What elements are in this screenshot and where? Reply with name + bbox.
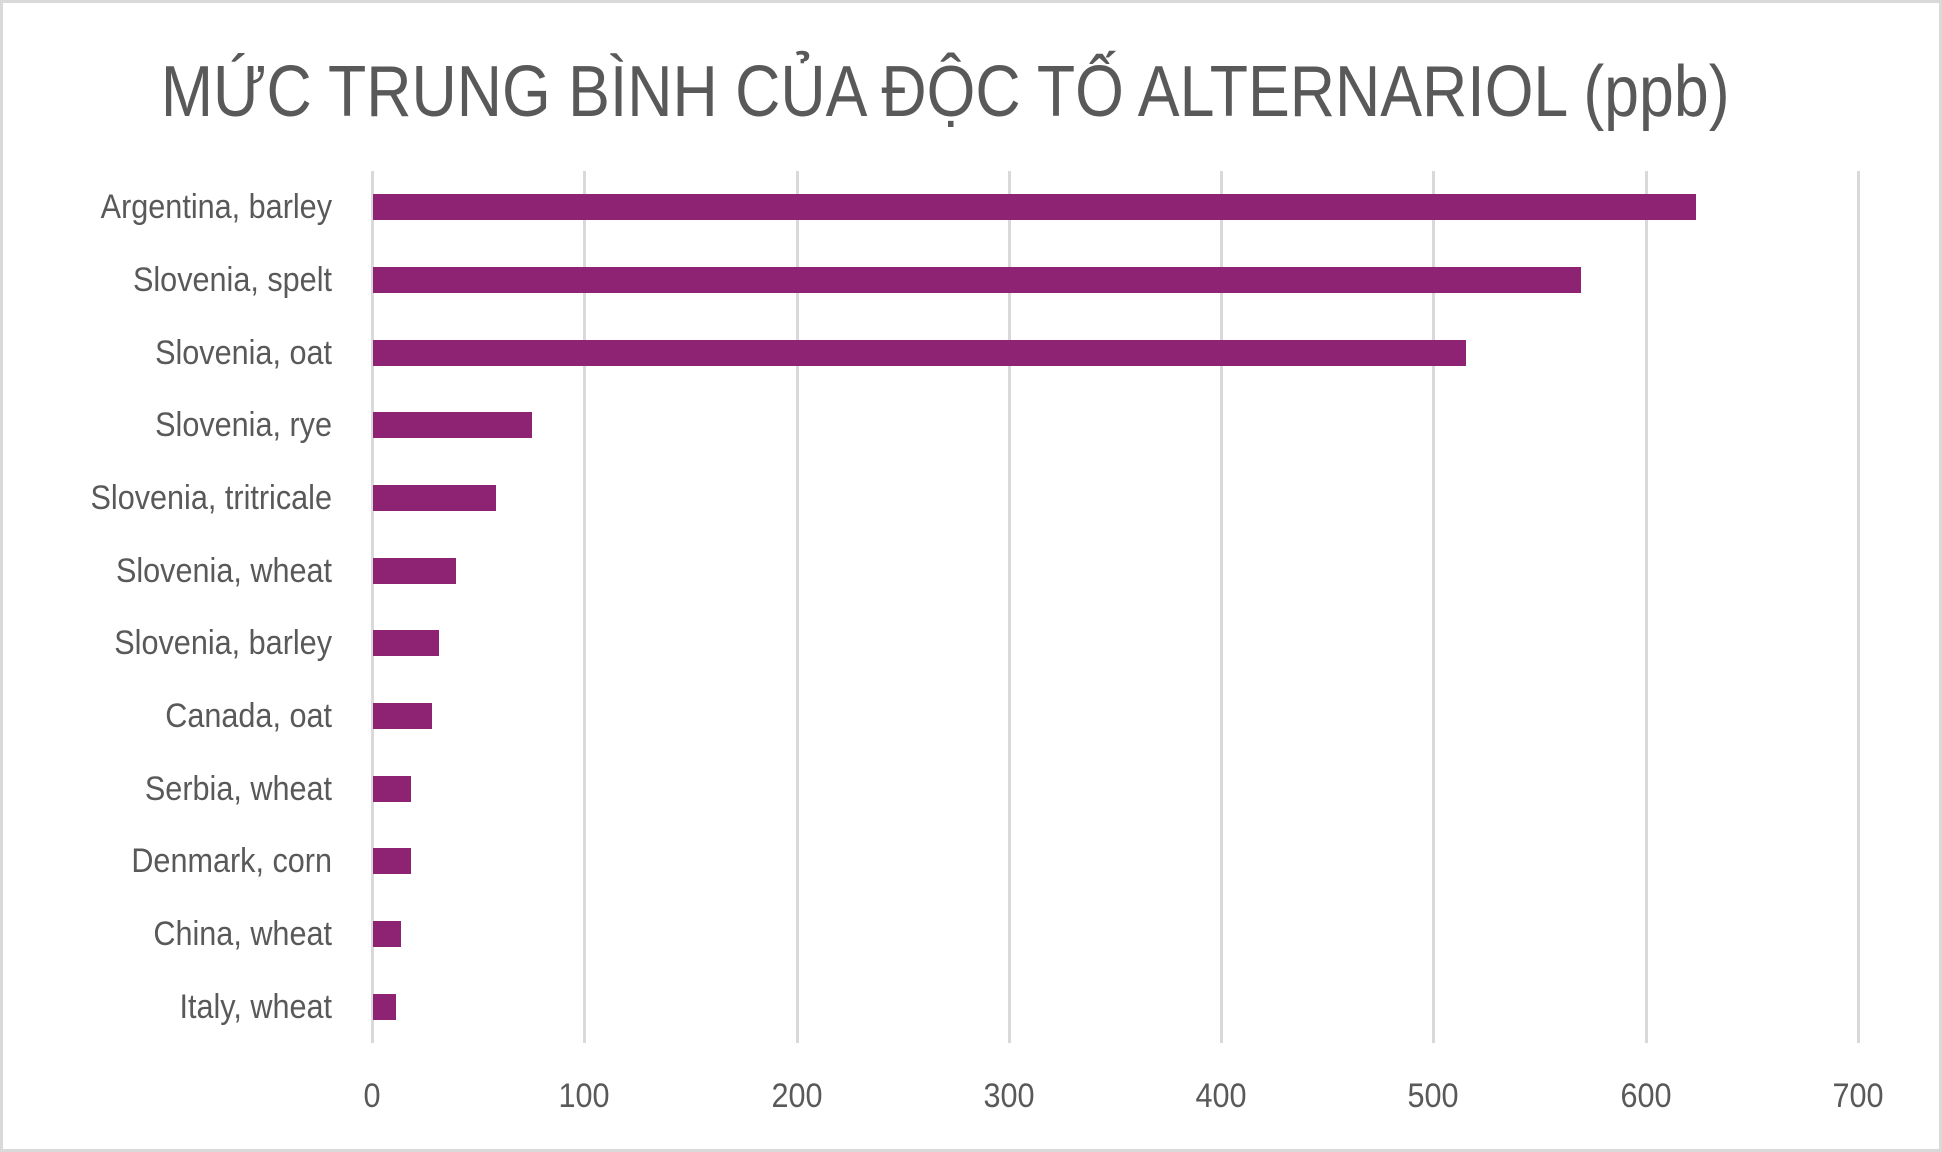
- x-tick-label: 100: [558, 1077, 610, 1115]
- bar: [373, 267, 1581, 293]
- x-tick-label: 200: [771, 1077, 823, 1115]
- bar: [373, 775, 412, 802]
- category-label: Canada, oat: [165, 697, 332, 735]
- bar: [373, 703, 433, 729]
- plot-area: [371, 171, 1860, 1043]
- gridline: [371, 171, 374, 1043]
- category-label: China, wheat: [153, 915, 332, 953]
- gridline: [795, 171, 799, 1043]
- x-tick-label: 700: [1832, 1077, 1884, 1115]
- category-label: Serbia, wheat: [144, 769, 332, 808]
- x-tick-label: 0: [363, 1077, 381, 1115]
- category-label: Slovenia, oat: [155, 333, 332, 372]
- category-label: Slovenia, barley: [114, 624, 332, 663]
- bar: [373, 921, 401, 947]
- bar: [373, 485, 497, 511]
- gridline: [583, 171, 587, 1043]
- category-label: Slovenia, wheat: [115, 551, 332, 590]
- category-label: Slovenia, tritricale: [90, 479, 332, 517]
- x-tick-label: 400: [1195, 1077, 1247, 1115]
- gridline: [1432, 171, 1436, 1043]
- bar: [373, 412, 533, 439]
- x-tick-label: 500: [1407, 1077, 1459, 1115]
- bar: [373, 557, 456, 584]
- category-label: Argentina, barley: [100, 188, 332, 227]
- chart-title: MỨC TRUNG BÌNH CỦA ĐỘC TỐ ALTERNARIOL (p…: [160, 52, 1730, 132]
- category-label: Slovenia, rye: [155, 406, 332, 445]
- gridline: [1644, 171, 1648, 1043]
- bar: [373, 194, 1696, 221]
- x-tick-label: 300: [983, 1077, 1035, 1115]
- category-label: Denmark, corn: [131, 842, 332, 881]
- bar: [373, 993, 397, 1020]
- category-label: Italy, wheat: [179, 987, 332, 1026]
- bar: [373, 630, 439, 657]
- bar: [373, 848, 412, 875]
- x-tick-label: 600: [1620, 1077, 1672, 1115]
- gridline: [1857, 171, 1860, 1043]
- gridline: [1220, 171, 1224, 1043]
- gridline: [1007, 171, 1011, 1043]
- bar: [373, 339, 1467, 366]
- category-label: Slovenia, spelt: [132, 261, 332, 299]
